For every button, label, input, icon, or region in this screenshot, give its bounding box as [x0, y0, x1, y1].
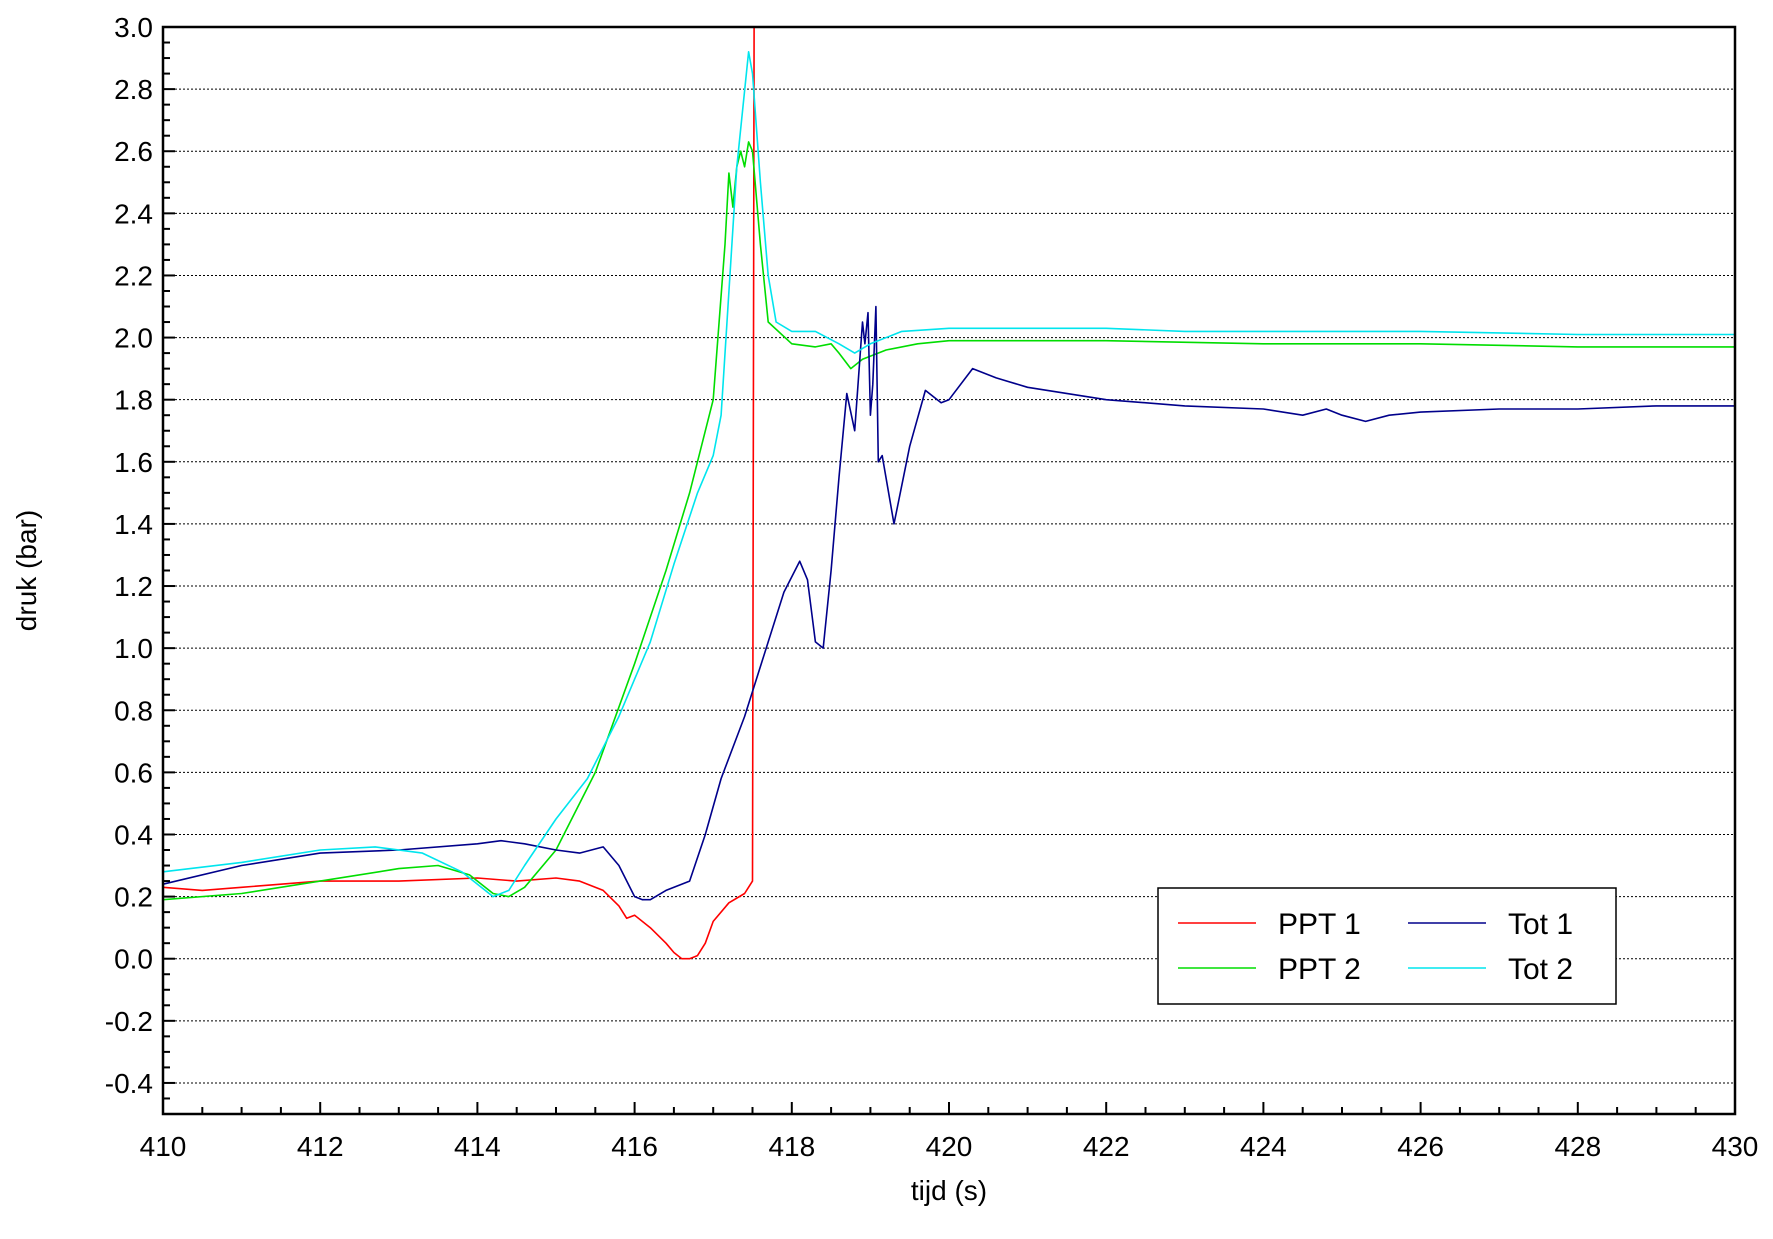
y-tick-label: -0.2 [105, 1006, 153, 1037]
series-line-ppt-1 [162, 26, 757, 960]
x-tick-label: 428 [1554, 1131, 1601, 1162]
y-tick-label: 3.0 [114, 12, 153, 43]
x-tick-label: 430 [1712, 1131, 1759, 1162]
y-tick-label: 0.2 [114, 882, 153, 913]
series-lines [162, 26, 1735, 960]
x-tick-label: 422 [1083, 1131, 1130, 1162]
legend: PPT 1 Tot 1 PPT 2 Tot 2 [1157, 887, 1617, 1005]
y-tick-label: 0.8 [114, 695, 153, 726]
legend-box [1157, 887, 1617, 1005]
y-tick-label: 0.0 [114, 944, 153, 975]
x-tick-label: 418 [768, 1131, 815, 1162]
y-tick-label: 2.8 [114, 74, 153, 105]
y-tick-label: 1.0 [114, 633, 153, 664]
x-tick-label: 416 [611, 1131, 658, 1162]
y-tick-label: 1.8 [114, 385, 153, 416]
y-tick-label: 2.4 [114, 198, 153, 229]
legend-label: PPT 2 [1278, 953, 1361, 986]
y-tick-label: 2.6 [114, 136, 153, 167]
x-tick-label: 412 [297, 1131, 344, 1162]
legend-label: Tot 2 [1508, 953, 1573, 986]
series-line-tot-2 [162, 50, 1735, 898]
tick-labels: -0.4 -0.2 0.0 0.2 0.4 0.6 0.8 1.0 1.2 1.4 1.6 1.8 2.… [105, 12, 1759, 1162]
legend-label: PPT 1 [1278, 908, 1361, 941]
y-tick-label: 1.6 [114, 447, 153, 478]
y-tick-label: -0.4 [105, 1068, 153, 1099]
y-tick-label: 1.4 [114, 509, 153, 540]
y-tick-label: 0.4 [114, 819, 153, 850]
x-tick-label: 414 [454, 1131, 501, 1162]
y-axis-title: druk (bar) [11, 510, 42, 631]
series-line-ppt-2 [162, 141, 1735, 901]
series-line-tot-1 [162, 305, 1735, 901]
y-tick-label: 0.6 [114, 757, 153, 788]
axis-ticks [162, 26, 1736, 1115]
x-tick-label: 420 [926, 1131, 973, 1162]
y-tick-label: 2.2 [114, 260, 153, 291]
x-tick-label: 426 [1397, 1131, 1444, 1162]
legend-label: Tot 1 [1508, 908, 1573, 941]
y-tick-label: 2.0 [114, 323, 153, 354]
x-tick-label: 410 [140, 1131, 187, 1162]
x-tick-label: 424 [1240, 1131, 1287, 1162]
y-tick-label: 1.2 [114, 571, 153, 602]
x-axis-title: tijd (s) [911, 1175, 987, 1206]
